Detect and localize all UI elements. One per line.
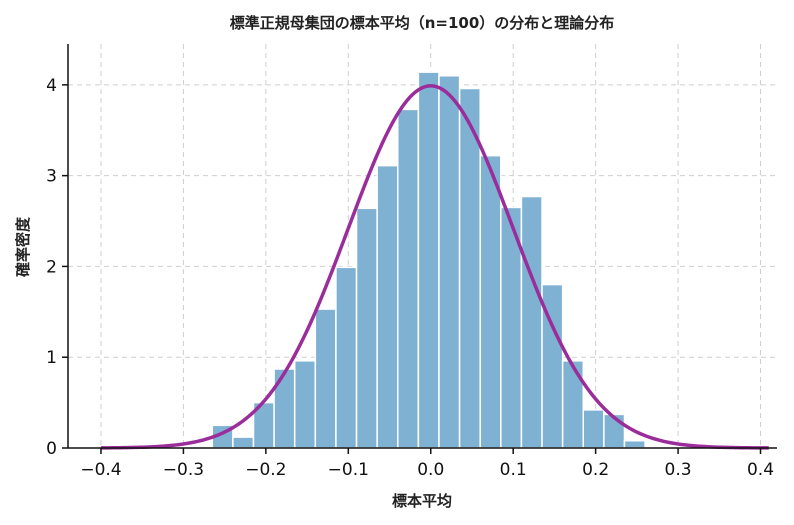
- histogram-bar: [582, 409, 605, 449]
- x-axis-label: 標本平均: [392, 492, 452, 510]
- x-tick-label: 0.3: [665, 460, 692, 480]
- histogram-bar: [623, 439, 646, 449]
- histogram-bar: [293, 360, 317, 449]
- x-tick-label: −0.2: [245, 460, 286, 480]
- histogram-bar: [397, 108, 420, 449]
- x-tick-label: −0.3: [163, 460, 204, 480]
- x-tick-label: 0.1: [500, 460, 527, 480]
- x-axis-ticks: −0.4 −0.3 −0.2 −0.1 0.0 0.1 0.2 0.3 0.4: [80, 448, 774, 480]
- y-tick-label: 2: [46, 257, 57, 277]
- y-axis-label: 確率密度: [14, 216, 32, 278]
- histogram-bar: [479, 154, 502, 449]
- histogram-bar: [314, 308, 337, 449]
- theoretical-normal-curve: [100, 84, 769, 450]
- y-tick-label: 3: [46, 167, 57, 187]
- y-tick-label: 1: [46, 348, 57, 368]
- x-tick-label: 0.4: [747, 460, 774, 480]
- histogram-bar: [520, 195, 543, 449]
- histogram-bar: [417, 71, 440, 449]
- histogram-bar: [273, 368, 296, 449]
- chart-title: 標準正規母集団の標本平均（n=100）の分布と理論分布: [230, 14, 615, 32]
- y-axis-ticks: 0 1 2 3 4: [46, 76, 68, 459]
- y-tick-label: 4: [46, 76, 57, 96]
- histogram-bar: [232, 436, 255, 449]
- histogram-bar: [561, 360, 585, 449]
- x-tick-label: 0.0: [417, 460, 444, 480]
- x-tick-label: −0.1: [328, 460, 369, 480]
- histogram-bar: [376, 164, 399, 449]
- histogram-bar: [438, 75, 461, 449]
- x-tick-label: −0.4: [80, 460, 121, 480]
- histogram-bars: [211, 71, 646, 449]
- y-tick-label: 0: [46, 439, 57, 459]
- histogram-bar: [355, 207, 378, 449]
- histogram-bar: [335, 266, 358, 449]
- x-tick-label: 0.2: [582, 460, 609, 480]
